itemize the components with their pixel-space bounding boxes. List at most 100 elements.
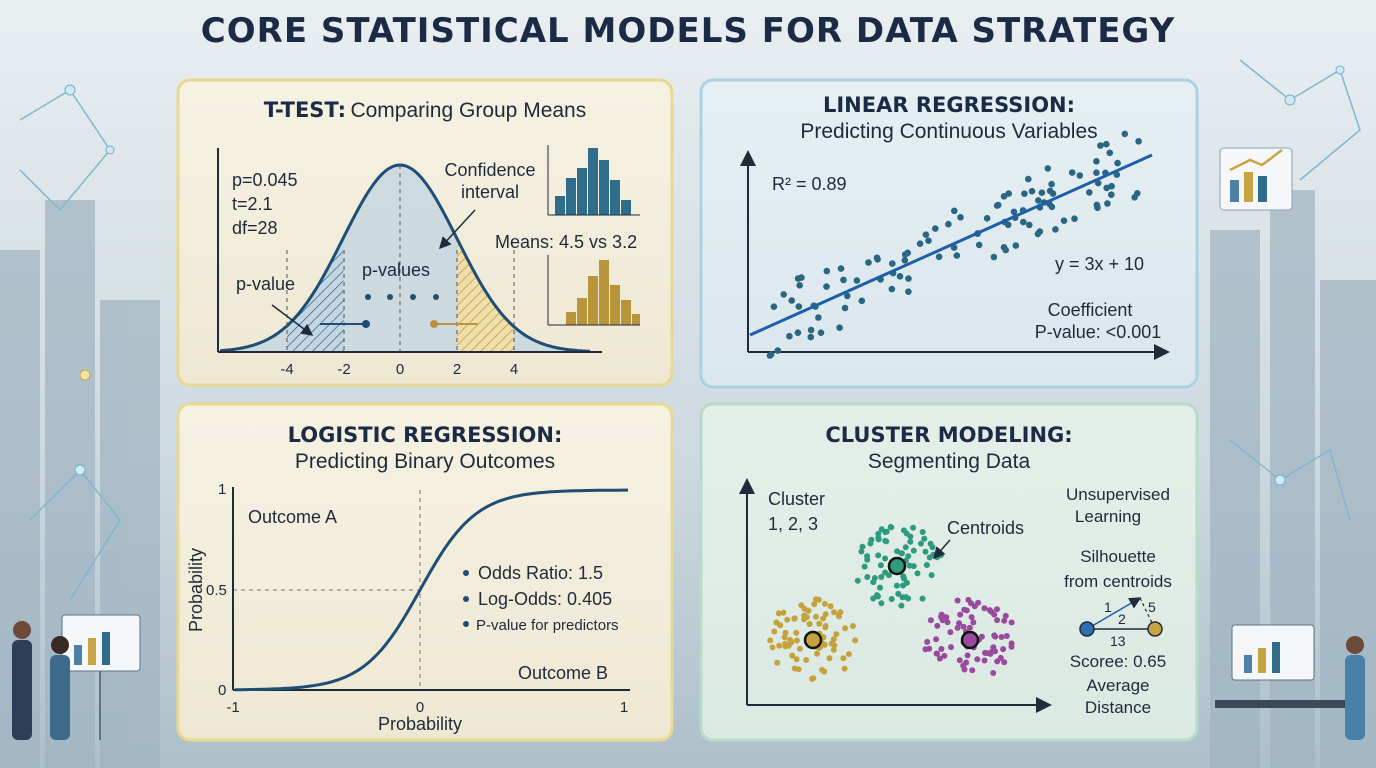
scatter-dot [1046,187,1054,195]
cluster-dot [969,667,976,674]
cluster-dot [990,644,997,651]
scatter-dot [853,277,861,284]
x-tick-label: -1 [226,699,239,716]
cluster-dot [774,659,781,666]
outcome-b: Outcome B [518,663,608,683]
cluster-dot [926,554,933,561]
cluster-dot [830,646,837,653]
cluster-dot [875,534,882,541]
cluster-dot [1000,646,1007,653]
cluster-dot [894,548,901,555]
icon-desk-right [1215,624,1365,740]
cluster-dot [777,622,784,629]
cluster-dot [878,600,885,607]
histogram-gold [547,255,640,326]
scatter-dot [922,231,930,238]
scatter-dot [815,314,822,321]
bullet: Log-Odds: 0.405 [478,589,612,609]
scatter-dot [796,282,803,289]
scatter-dot [935,253,943,261]
cluster-dot [968,614,975,621]
coefficient-label: P-value: <0.001 [1035,322,1162,342]
cluster-dot [990,670,997,676]
linreg-panel [699,78,1199,389]
cluster-dot [796,645,803,652]
cluster-dot [927,540,934,547]
scatter-dot [1103,184,1110,192]
cluster-dot [822,611,829,618]
cluster-dot [827,603,834,610]
scatter-dot [840,276,847,284]
ttest-subtitle: Comparing Group Means [350,99,586,122]
cluster-dot [888,596,895,602]
score-label: Scoree: 0.65 [1070,652,1166,671]
scatter-dot [1135,138,1142,145]
cluster-dot [927,617,934,624]
scatter-dot [1071,215,1078,222]
cluster-dot [981,657,988,664]
cluster-dot [905,553,912,560]
bullet: P-value for predictors [476,617,619,634]
scatter-dot [1093,158,1100,165]
scatter-dot [1121,130,1129,138]
cluster-dot [938,646,945,652]
cluster-dot [933,636,940,643]
cluster-dot [822,624,829,631]
scatter-dot [901,257,909,264]
centroid [960,630,980,650]
cluster-dot [963,607,970,614]
cluster-dot [994,658,1001,665]
scatter-dot [1086,189,1093,196]
scatter-dot [1034,230,1042,238]
cluster-dot [841,665,848,672]
scatter-dot [905,288,912,296]
scatter-dot [1068,169,1076,176]
p-values-dots [365,294,439,300]
ttest-ticks: -4 -2 0 2 4 [280,361,518,378]
scatter-dot [794,329,802,337]
cluster-axes [739,478,1052,713]
page-title: CORE STATISTICAL MODELS FOR DATA STRATEG… [201,11,1175,51]
scatter-dot [994,201,1002,209]
x-tick-label: 2 [453,361,461,378]
cluster-dot [781,634,788,641]
regression-line [749,153,1153,337]
cluster-dot [806,621,813,627]
logreg-axes [232,487,630,691]
cluster-dot [803,657,810,663]
logreg-subtitle: Predicting Binary Outcomes [295,450,555,473]
p-values-label: p-values [362,260,430,280]
logreg-ticks: 1 0.5 0 -1 0 1 [206,481,628,716]
cluster-dot [944,619,951,626]
cluster-dot [867,540,874,547]
scatter-dot [798,274,805,281]
cluster-dot [956,657,963,664]
cluster-dot [833,631,840,638]
scatter-dot [1025,175,1032,183]
sigmoid-curve [235,488,628,692]
scatter-dot [1076,172,1084,179]
scatter-dot [951,207,958,215]
confidence-label: interval [461,182,519,202]
cluster-dot [877,584,883,591]
x-tick-label: -2 [337,361,350,378]
cluster-dot [789,652,796,659]
scatter-dot [807,326,815,334]
cluster-dot [893,582,900,589]
cluster-dot [875,593,881,600]
scatter-dot [858,297,866,305]
side-label: from centroids [1064,572,1172,591]
cluster-dot [994,606,1000,613]
cluster-dot [971,603,978,610]
cluster-dot [922,548,929,555]
cluster-dot [798,602,805,609]
scatter-dot [1093,201,1101,209]
cluster-dot [981,605,988,612]
cluster-dot [840,655,847,662]
cluster-dot [850,623,856,629]
scatter-dot [795,303,803,310]
cluster-dot [821,600,828,607]
cluster-dot [782,640,789,647]
scatter-dot [770,303,778,311]
y-axis-label: Probability [186,548,206,632]
